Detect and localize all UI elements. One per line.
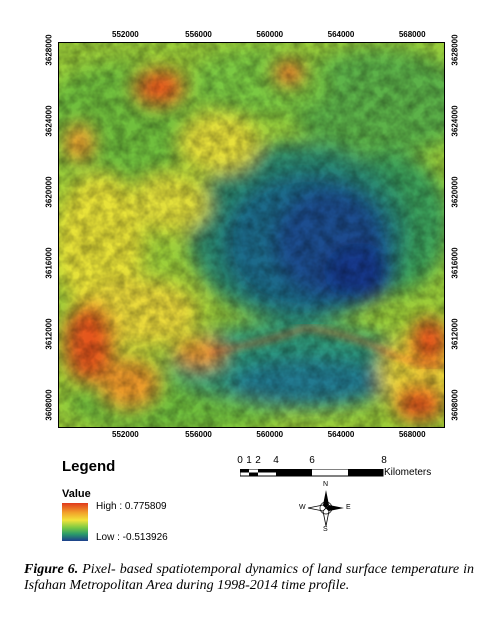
south-label: S [323,526,328,533]
right-tick-label: 3608000 [450,389,460,421]
scale-tick-label: 4 [273,455,279,466]
compass-icon [307,490,344,527]
scale-tick-label: 0 [237,455,243,466]
right-tick-label: 3616000 [450,247,460,279]
top-tick-label: 568000 [398,30,426,39]
caption-text: Pixel- based spatiotemporal dynamics of … [24,562,475,593]
right-tick-label: 3620000 [450,176,460,208]
top-tick-label: 564000 [327,30,355,39]
west-label: W [299,504,306,511]
right-tick-label: 3628000 [450,34,460,66]
east-label: E [346,504,351,511]
north-arrow: N S E W [299,481,351,533]
lst-raster [59,43,444,427]
legend-title: Legend [62,458,116,475]
scale-unit-label: Kilometers [384,467,432,478]
scale-tick-label: 2 [255,455,261,466]
left-tick-label: 3628000 [44,34,54,66]
legend-low-label: Low : -0.513926 [96,532,168,543]
north-label: N [323,481,329,488]
bottom-tick-label: 560000 [256,430,284,439]
left-tick-label: 3616000 [44,247,54,279]
color-ramp [62,503,88,541]
legend-value-title: Value [62,488,91,500]
scale-tick-label: 6 [309,455,315,466]
scale-tick-label: 1 [246,455,252,466]
bottom-tick-label: 556000 [185,430,212,439]
figure-caption: Figure 6. Pixel- based spatiotemporal dy… [24,562,474,594]
right-tick-label: 3624000 [450,105,460,137]
scale-tick-label: 8 [381,455,387,466]
left-tick-label: 3612000 [44,318,54,350]
scale-bar-graphic [240,469,384,477]
top-tick-label: 556000 [185,30,212,39]
left-tick-label: 3608000 [44,389,54,421]
caption-label: Figure 6. [24,562,79,577]
top-tick-label: 560000 [256,30,284,39]
legend-high-label: High : 0.775809 [96,501,167,512]
top-tick-label: 552000 [112,30,139,39]
right-tick-label: 3612000 [450,318,460,350]
bottom-tick-label: 552000 [112,430,139,439]
left-tick-label: 3624000 [44,105,54,137]
left-tick-label: 3620000 [44,176,54,208]
lst-map [58,42,445,428]
bottom-tick-label: 564000 [327,430,355,439]
bottom-tick-label: 568000 [398,430,426,439]
